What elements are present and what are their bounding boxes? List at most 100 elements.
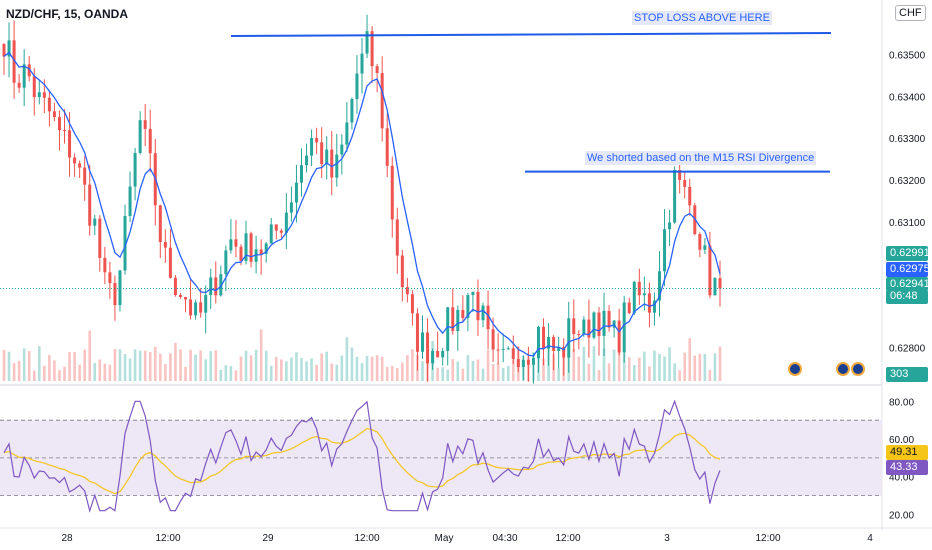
candle-body [451, 307, 455, 332]
candle-body [299, 165, 303, 183]
volume-bar [148, 351, 152, 381]
candle-body [148, 128, 152, 154]
candle-body [143, 120, 147, 129]
volume-bar [461, 368, 465, 381]
rsi-tick-label: 20.00 [889, 510, 914, 521]
volume-bar [194, 354, 197, 381]
time-tick-label: 12:00 [555, 533, 580, 544]
candle-body [234, 239, 238, 247]
candle-body [42, 92, 46, 98]
nz-flag-icon[interactable] [788, 362, 802, 376]
candle-body [73, 157, 77, 164]
candle-body [617, 320, 621, 353]
volume-bar [274, 356, 278, 381]
volume-bar [269, 365, 273, 381]
candle-body [632, 281, 636, 314]
candle-body [350, 99, 354, 123]
candle-body [52, 111, 56, 118]
candle-body [526, 359, 530, 365]
candle-body [673, 169, 677, 223]
candle-body [239, 246, 243, 261]
volume-bar [153, 346, 157, 381]
candle-body [486, 305, 490, 330]
volume-bar [174, 342, 177, 381]
volume-bar [113, 348, 117, 381]
volume-bar [476, 359, 480, 381]
symbol-title: NZD/CHF, 15, OANDA [6, 7, 129, 21]
candle-body [718, 278, 722, 289]
volume-bar [244, 350, 248, 381]
rsi-ma-tag: 49.31 [886, 445, 928, 460]
candle-body [582, 319, 586, 335]
volume-bar [607, 363, 611, 381]
time-tick-label: 28 [61, 533, 73, 544]
candle-body [642, 293, 646, 296]
currency-button[interactable]: CHF [895, 5, 926, 21]
candle-body [476, 291, 480, 321]
volume-bar [239, 356, 243, 381]
volume-bar [648, 366, 651, 381]
time-tick-label: 4 [867, 533, 873, 544]
volume-bar [501, 367, 505, 381]
volume-bar [486, 349, 490, 381]
candle-body [204, 294, 208, 313]
price-tick-label: 0.63400 [889, 92, 926, 103]
candle-body [668, 222, 672, 230]
volume-bar [602, 348, 606, 381]
volume-bar [37, 346, 41, 381]
volume-bar [179, 349, 182, 381]
candle-body [325, 149, 329, 165]
candle-body [542, 326, 546, 349]
volume-bar [123, 354, 127, 381]
price-tick-label: 0.63100 [889, 218, 926, 229]
candle-body [184, 296, 188, 300]
nz-flag-icon[interactable] [836, 362, 850, 376]
candle-body [446, 307, 450, 351]
volume-bar [673, 363, 676, 381]
candle-body [521, 359, 525, 368]
candle-body [37, 92, 41, 98]
volume-bar [456, 361, 460, 381]
volume-bar [43, 365, 46, 381]
volume-bar [597, 370, 601, 381]
volume-bar [12, 363, 16, 381]
volume-bar [320, 353, 323, 381]
volume-bar [22, 348, 26, 381]
candle-body [320, 142, 324, 165]
stop-loss-line [230, 32, 832, 37]
volume-bar [209, 351, 213, 381]
time-tick-label: 12:00 [155, 533, 180, 544]
candle-body [531, 358, 535, 365]
candle-body [335, 154, 339, 178]
volume-bar [249, 355, 253, 381]
volume-bar [491, 364, 495, 381]
volume-bar [401, 362, 404, 381]
candle-body [330, 149, 334, 178]
candle-body [410, 294, 414, 314]
volume-bar [577, 356, 581, 381]
price-tick-label: 0.63500 [889, 50, 926, 61]
candle-body [2, 43, 6, 57]
candle-body [32, 76, 36, 98]
volume-bar [350, 347, 354, 381]
candle-body [219, 274, 223, 296]
stop-loss-annotation[interactable]: STOP LOSS ABOVE HERE [632, 11, 772, 25]
candle-body [289, 202, 293, 213]
candle-body [294, 182, 298, 203]
shorted-annotation[interactable]: We shorted based on the M15 RSI Divergen… [585, 151, 817, 165]
candle-body [622, 302, 626, 353]
candle-body [370, 31, 374, 67]
volume-bar [693, 355, 697, 381]
volume-bar [300, 358, 303, 381]
candle-body [229, 239, 233, 251]
candle-body [426, 332, 430, 364]
volume-bar [718, 346, 722, 381]
candle-body [547, 337, 551, 349]
volume-bar [390, 365, 394, 381]
candle-body [466, 295, 470, 319]
nz-flag-icon[interactable] [851, 362, 865, 376]
volume-bar [638, 357, 641, 381]
rsi-line [3, 399, 721, 513]
candle-body [597, 312, 601, 336]
